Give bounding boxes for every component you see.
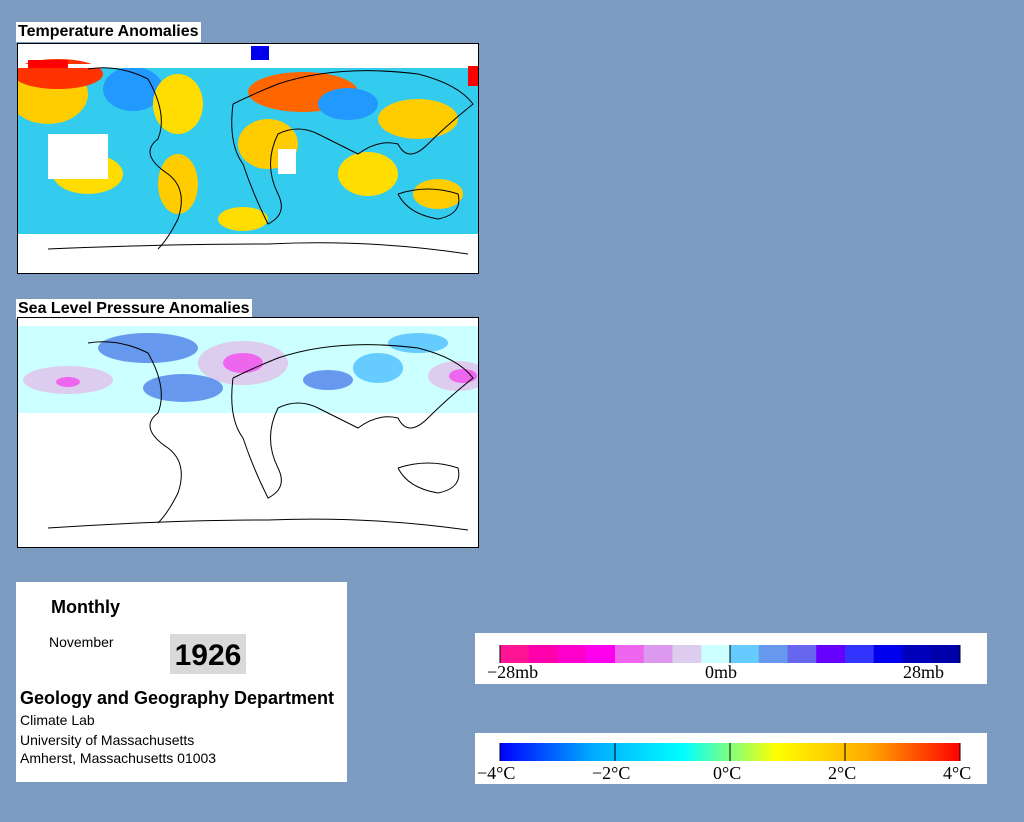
coastlines: [47, 67, 474, 255]
pressure-legend: −28mb 0mb 28mb: [475, 633, 987, 684]
address-label: Amherst, Massachusetts 01003: [20, 750, 217, 766]
temperature-field: [18, 46, 478, 273]
pressure-swatch: [615, 645, 645, 663]
pressure-swatch: [931, 645, 961, 663]
temperature-legend: −4°C −2°C 0°C 2°C 4°C: [475, 733, 987, 784]
frequency-label: Monthly: [51, 597, 120, 617]
pressure-swatch: [557, 645, 587, 663]
pressure-color-scale: [499, 645, 961, 663]
pressure-swatch: [816, 645, 846, 663]
pressure-swatch: [787, 645, 817, 663]
year-label: 1926: [170, 634, 246, 674]
temperature-map-title: Temperature Anomalies: [16, 22, 201, 42]
pressure-swatch: [902, 645, 932, 663]
pressure-anomaly-map: [17, 317, 479, 548]
pressure-legend-max-label: 28mb: [903, 662, 944, 682]
temperature-legend-label-4: 4°C: [943, 763, 971, 783]
temperature-legend-label-0: 0°C: [713, 763, 741, 783]
month-label: November: [49, 634, 114, 650]
pressure-swatch: [500, 645, 530, 663]
pressure-swatch: [643, 645, 673, 663]
temperature-anomaly-map: [17, 43, 479, 274]
pressure-legend-zero-label: 0mb: [705, 662, 737, 682]
lab-label: Climate Lab: [20, 712, 95, 728]
pressure-swatch: [528, 645, 558, 663]
pressure-swatch: [701, 645, 731, 663]
pressure-swatch: [586, 645, 616, 663]
pressure-map-title: Sea Level Pressure Anomalies: [16, 299, 252, 319]
temperature-legend-label-minus4: −4°C: [477, 763, 515, 783]
coastlines: [47, 341, 474, 531]
pressure-swatch: [873, 645, 903, 663]
pressure-field: [18, 326, 478, 413]
pressure-swatch: [845, 645, 875, 663]
pressure-swatch: [730, 645, 760, 663]
pressure-legend-min-label: −28mb: [487, 662, 538, 682]
temperature-legend-label-minus2: −2°C: [592, 763, 630, 783]
university-label: University of Massachusetts: [20, 732, 195, 748]
department-label: Geology and Geography Department: [20, 688, 335, 708]
temperature-legend-label-2: 2°C: [828, 763, 856, 783]
info-panel: Monthly November 1926 Geology and Geogra…: [16, 582, 347, 782]
pressure-swatch: [672, 645, 702, 663]
pressure-swatch: [758, 645, 788, 663]
